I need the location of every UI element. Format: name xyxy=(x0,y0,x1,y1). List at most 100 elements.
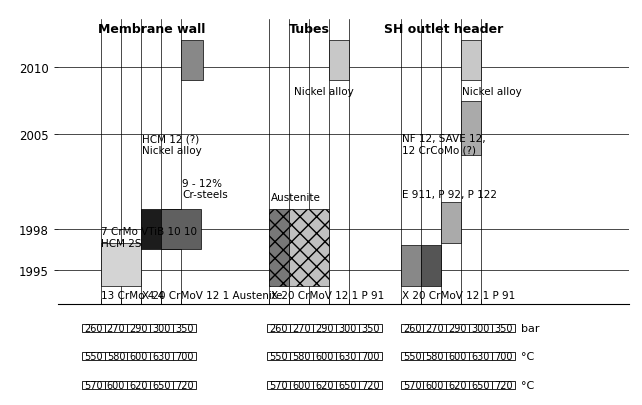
FancyBboxPatch shape xyxy=(128,381,150,389)
Text: Tubes: Tubes xyxy=(289,23,329,36)
Text: 620: 620 xyxy=(315,380,334,390)
Text: 550: 550 xyxy=(84,352,103,361)
Text: 620: 620 xyxy=(130,380,148,390)
FancyBboxPatch shape xyxy=(492,352,515,360)
Text: 270: 270 xyxy=(426,323,444,333)
Text: °C: °C xyxy=(521,380,534,390)
Text: 600: 600 xyxy=(130,352,148,361)
Text: 700: 700 xyxy=(361,352,379,361)
Text: 290: 290 xyxy=(130,323,148,333)
FancyBboxPatch shape xyxy=(336,381,359,389)
FancyBboxPatch shape xyxy=(173,381,196,389)
FancyBboxPatch shape xyxy=(446,381,469,389)
FancyBboxPatch shape xyxy=(424,352,446,360)
Text: 570: 570 xyxy=(84,380,103,390)
FancyBboxPatch shape xyxy=(105,352,128,360)
Bar xyxy=(460,101,481,155)
Bar xyxy=(289,209,329,286)
Text: 300: 300 xyxy=(338,323,357,333)
Text: 270: 270 xyxy=(107,323,125,333)
Text: 350: 350 xyxy=(361,323,379,333)
FancyBboxPatch shape xyxy=(401,352,424,360)
Text: 720: 720 xyxy=(361,380,379,390)
FancyBboxPatch shape xyxy=(424,324,446,332)
Text: 600: 600 xyxy=(293,380,311,390)
Text: 7 CrMo VTiB 10 10
HCM 2S: 7 CrMo VTiB 10 10 HCM 2S xyxy=(101,227,197,248)
Bar xyxy=(440,202,460,243)
FancyBboxPatch shape xyxy=(492,381,515,389)
FancyBboxPatch shape xyxy=(128,324,150,332)
Text: 300: 300 xyxy=(153,323,171,333)
Text: X 20 CrMoV 12 1 P 91: X 20 CrMoV 12 1 P 91 xyxy=(271,290,384,300)
Bar xyxy=(401,246,421,286)
Text: 600: 600 xyxy=(449,352,467,361)
FancyBboxPatch shape xyxy=(469,352,492,360)
FancyBboxPatch shape xyxy=(313,381,336,389)
FancyBboxPatch shape xyxy=(82,324,105,332)
FancyBboxPatch shape xyxy=(150,381,173,389)
Text: 700: 700 xyxy=(175,352,194,361)
Text: 700: 700 xyxy=(494,352,513,361)
FancyBboxPatch shape xyxy=(446,324,469,332)
Text: 300: 300 xyxy=(471,323,490,333)
Text: Nickel alloy: Nickel alloy xyxy=(294,87,354,97)
Text: 290: 290 xyxy=(315,323,334,333)
Bar xyxy=(460,40,481,81)
FancyBboxPatch shape xyxy=(359,381,382,389)
FancyBboxPatch shape xyxy=(359,352,382,360)
FancyBboxPatch shape xyxy=(336,352,359,360)
Text: Nickel alloy: Nickel alloy xyxy=(462,87,522,97)
Text: 630: 630 xyxy=(471,352,490,361)
Text: 580: 580 xyxy=(107,352,125,361)
FancyBboxPatch shape xyxy=(313,324,336,332)
Text: 350: 350 xyxy=(494,323,513,333)
Text: NF 12, SAVE 12,
12 CrCoMo (?): NF 12, SAVE 12, 12 CrCoMo (?) xyxy=(403,134,486,155)
FancyBboxPatch shape xyxy=(290,352,313,360)
Text: 650: 650 xyxy=(338,380,357,390)
FancyBboxPatch shape xyxy=(469,324,492,332)
Bar xyxy=(180,40,204,81)
Text: 570: 570 xyxy=(403,380,421,390)
Text: HCM 12 (?)
Nickel alloy: HCM 12 (?) Nickel alloy xyxy=(143,134,202,155)
Bar xyxy=(141,209,180,250)
Text: E 911, P 92, P 122: E 911, P 92, P 122 xyxy=(403,190,498,200)
FancyBboxPatch shape xyxy=(290,381,313,389)
Text: 620: 620 xyxy=(449,380,467,390)
Text: 550: 550 xyxy=(403,352,421,361)
Text: 630: 630 xyxy=(153,352,171,361)
FancyBboxPatch shape xyxy=(173,352,196,360)
Text: Austenite: Austenite xyxy=(271,192,321,202)
FancyBboxPatch shape xyxy=(105,381,128,389)
FancyBboxPatch shape xyxy=(401,381,424,389)
Text: 600: 600 xyxy=(107,380,125,390)
FancyBboxPatch shape xyxy=(336,324,359,332)
Text: 720: 720 xyxy=(175,380,194,390)
FancyBboxPatch shape xyxy=(469,381,492,389)
FancyBboxPatch shape xyxy=(424,381,446,389)
Text: Membrane wall: Membrane wall xyxy=(98,23,205,36)
FancyBboxPatch shape xyxy=(105,324,128,332)
FancyBboxPatch shape xyxy=(268,381,290,389)
FancyBboxPatch shape xyxy=(150,324,173,332)
Text: 650: 650 xyxy=(471,380,490,390)
Text: 600: 600 xyxy=(315,352,334,361)
Text: 9 - 12%
Cr-steels: 9 - 12% Cr-steels xyxy=(182,178,228,200)
Bar xyxy=(160,209,200,250)
Text: X 20 CrMoV 12 1 Austenite: X 20 CrMoV 12 1 Austenite xyxy=(143,290,282,300)
Text: 13 CrMo 4 4: 13 CrMo 4 4 xyxy=(101,290,164,300)
Text: SH outlet header: SH outlet header xyxy=(384,23,503,36)
Text: 720: 720 xyxy=(494,380,513,390)
FancyBboxPatch shape xyxy=(313,352,336,360)
Bar xyxy=(421,246,440,286)
FancyBboxPatch shape xyxy=(150,352,173,360)
Text: 260: 260 xyxy=(403,323,421,333)
FancyBboxPatch shape xyxy=(173,324,196,332)
FancyBboxPatch shape xyxy=(446,352,469,360)
Text: 290: 290 xyxy=(449,323,467,333)
FancyBboxPatch shape xyxy=(82,381,105,389)
FancyBboxPatch shape xyxy=(268,324,290,332)
Text: 550: 550 xyxy=(270,352,288,361)
FancyBboxPatch shape xyxy=(128,352,150,360)
Text: 600: 600 xyxy=(426,380,444,390)
Text: bar: bar xyxy=(521,323,539,333)
